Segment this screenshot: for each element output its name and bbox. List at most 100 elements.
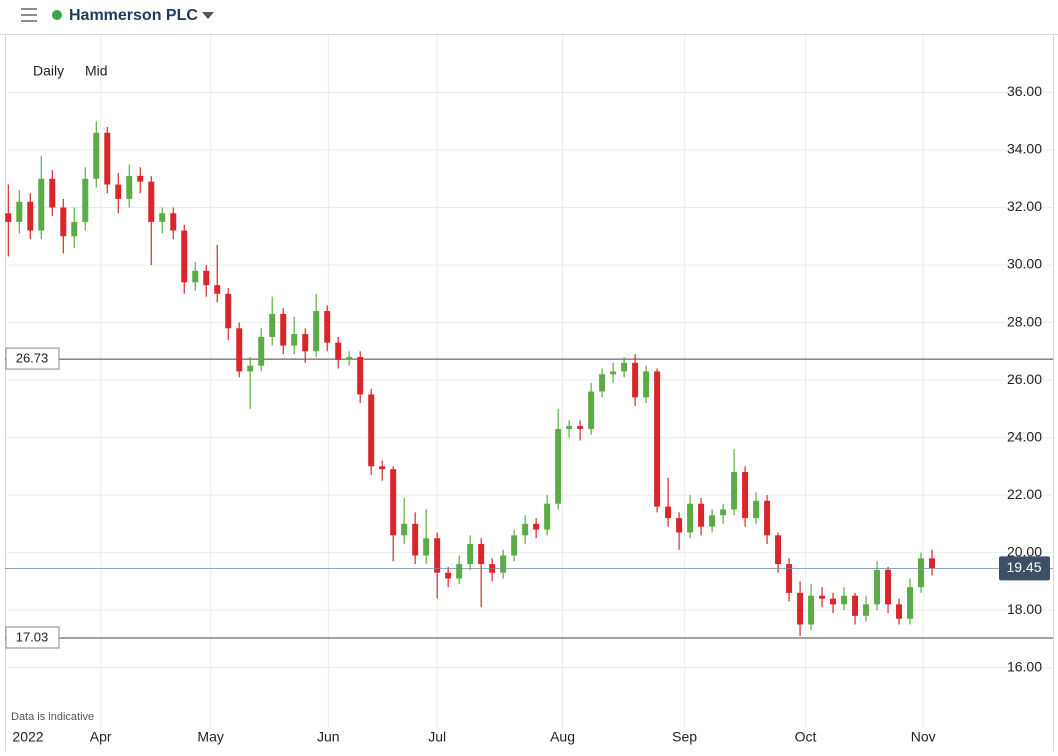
candle-body xyxy=(159,213,166,222)
x-tick-label: Jul xyxy=(428,729,446,745)
candle-body xyxy=(478,543,485,565)
candle-body xyxy=(203,270,210,286)
candle-body xyxy=(610,371,617,375)
note: Data is indicative xyxy=(11,711,94,723)
candle-body xyxy=(797,592,804,625)
candle-body xyxy=(324,311,331,343)
menu-icon[interactable] xyxy=(21,8,37,22)
instrument-title[interactable]: Hammerson PLC xyxy=(69,7,198,24)
candle-body xyxy=(896,604,903,619)
y-tick-label: 32.00 xyxy=(1007,198,1042,214)
candle-body xyxy=(709,515,716,527)
candle-body xyxy=(885,569,892,605)
dropdown-caret[interactable] xyxy=(202,12,214,19)
candle-body xyxy=(181,230,188,283)
candle-body xyxy=(445,572,452,579)
candle-body xyxy=(5,213,12,222)
y-tick-label: 26.00 xyxy=(1007,371,1042,387)
y-tick-label: 18.00 xyxy=(1007,601,1042,617)
candle-body xyxy=(27,201,34,231)
candle-body xyxy=(313,311,320,352)
candle-body xyxy=(500,555,507,573)
x-tick-label: Sep xyxy=(672,729,697,745)
interval-button[interactable]: Daily xyxy=(33,63,64,79)
candle-body xyxy=(599,374,606,392)
candle-body xyxy=(379,466,386,470)
x-tick-label: May xyxy=(197,729,223,745)
candle-body xyxy=(621,362,628,372)
candle-body xyxy=(357,357,364,395)
candle-body xyxy=(16,201,23,222)
x-tick-label: Jun xyxy=(317,729,340,745)
candle-body xyxy=(115,184,122,199)
candle-body xyxy=(302,334,309,352)
candle-body xyxy=(60,207,67,237)
candle-body xyxy=(71,221,78,237)
candle-body xyxy=(632,362,639,398)
candle-body xyxy=(126,175,133,199)
y-tick-label: 30.00 xyxy=(1007,256,1042,272)
candle-body xyxy=(82,178,89,222)
candle-body xyxy=(764,500,771,536)
candle-body xyxy=(269,313,276,337)
y-tick-label: 22.00 xyxy=(1007,486,1042,502)
candle-body xyxy=(368,394,375,467)
candle-body xyxy=(588,391,595,429)
candle-body xyxy=(841,595,848,605)
candle-body xyxy=(687,503,694,533)
x-tick-label: Apr xyxy=(90,729,112,745)
candle-body xyxy=(533,523,540,530)
y-tick-label: 24.00 xyxy=(1007,428,1042,444)
y-tick-label: 36.00 xyxy=(1007,83,1042,99)
candle-body xyxy=(852,595,859,616)
candle-body xyxy=(38,178,45,231)
candle-body xyxy=(170,213,177,231)
candle-body xyxy=(104,132,111,185)
candle-body xyxy=(280,313,287,346)
candles xyxy=(5,121,936,636)
candle-body xyxy=(401,523,408,536)
candle-body xyxy=(929,558,936,569)
candle-body xyxy=(236,328,243,372)
candle-body xyxy=(346,357,353,360)
candle-body xyxy=(863,604,870,616)
x-tick-label: 2022 xyxy=(12,729,43,745)
level-label: 17.03 xyxy=(16,629,49,644)
level-label-box xyxy=(5,626,60,649)
candle-body xyxy=(148,181,155,222)
candle-body xyxy=(49,178,56,208)
y-tick-label: 20.00 xyxy=(1007,543,1042,559)
candle-body xyxy=(192,270,199,283)
candle-body xyxy=(918,558,925,588)
y-tick-label: 16.00 xyxy=(1007,658,1042,674)
status-dot xyxy=(52,10,62,20)
candle-body xyxy=(720,509,727,516)
candle-body xyxy=(786,564,793,593)
candle-body xyxy=(467,543,474,565)
last-price-box xyxy=(999,556,1050,581)
candle-body xyxy=(225,293,232,329)
candle-body xyxy=(544,503,551,530)
candle-body xyxy=(555,428,562,504)
candle-body xyxy=(577,426,584,429)
candle-body xyxy=(456,564,463,579)
candle-body xyxy=(93,132,100,179)
candle-body xyxy=(522,523,529,536)
candle-body xyxy=(676,518,683,533)
level-label: 26.73 xyxy=(16,351,49,366)
candle-body xyxy=(742,472,749,519)
candle-body xyxy=(214,285,221,294)
candle-body xyxy=(819,595,826,599)
candle-body xyxy=(731,472,738,510)
candle-body xyxy=(907,587,914,619)
x-tick-label: Aug xyxy=(550,729,575,745)
x-tick-label: Nov xyxy=(911,729,936,745)
price-type-button[interactable]: Mid xyxy=(85,63,108,79)
y-tick-label: 34.00 xyxy=(1007,141,1042,157)
candle-body xyxy=(874,569,881,605)
candle-body xyxy=(654,371,661,507)
candle-body xyxy=(643,371,650,398)
candle-body xyxy=(698,503,705,527)
